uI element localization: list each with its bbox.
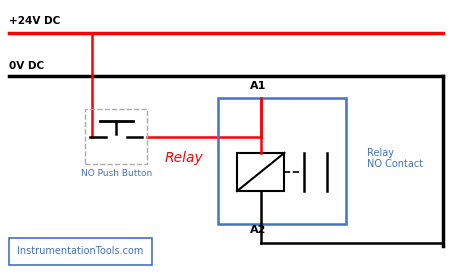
Bar xyxy=(85,109,147,164)
Bar xyxy=(237,153,284,191)
Text: A2: A2 xyxy=(250,225,266,235)
Text: Relay: Relay xyxy=(165,151,204,165)
Text: InstrumentationTools.com: InstrumentationTools.com xyxy=(18,246,144,256)
Bar xyxy=(218,98,346,224)
Text: A1: A1 xyxy=(250,81,266,91)
Text: NO Push Button: NO Push Button xyxy=(81,169,152,178)
Bar xyxy=(9,238,152,265)
Text: Relay
NO Contact: Relay NO Contact xyxy=(367,147,423,169)
Text: 0V DC: 0V DC xyxy=(9,61,45,71)
Text: +24V DC: +24V DC xyxy=(9,16,61,26)
